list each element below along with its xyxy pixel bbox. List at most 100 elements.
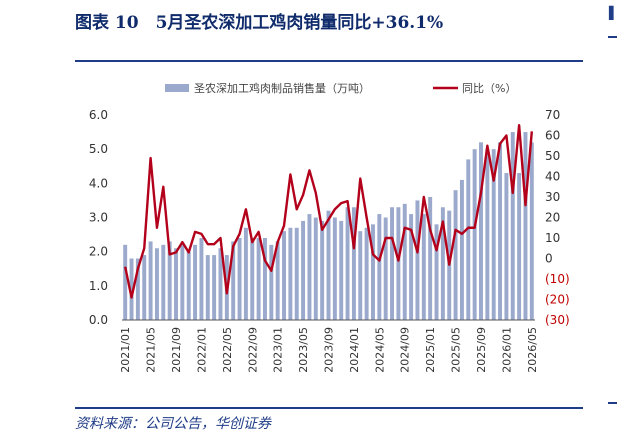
- bar: [383, 217, 388, 320]
- bar: [250, 238, 255, 320]
- bar: [510, 132, 515, 320]
- right-axis-tick-label: 20: [545, 211, 560, 225]
- left-axis-tick-label: 0.0: [89, 313, 108, 327]
- bar: [504, 173, 509, 320]
- bar-series: [123, 132, 534, 320]
- bar: [205, 255, 210, 320]
- bar: [243, 227, 248, 320]
- right-axis-tick-label: 30: [545, 190, 560, 204]
- bar: [479, 142, 483, 320]
- bar: [529, 142, 534, 320]
- bottom-rule: [75, 407, 583, 409]
- x-axis-tick-label: 2023/09: [323, 327, 336, 373]
- right-axis-tick-label: 70: [545, 108, 560, 122]
- bar: [193, 244, 198, 320]
- right-axis-tick-label: 10: [545, 231, 560, 245]
- x-axis-tick-label: 2023/01: [272, 327, 285, 373]
- left-axis-tick-label: 2.0: [89, 245, 108, 259]
- bar: [161, 244, 166, 320]
- bar: [421, 214, 426, 320]
- right-axis-tick-label: 0: [545, 252, 553, 266]
- source-note: 资料来源：公司公告，华创证券: [75, 416, 271, 432]
- bar: [262, 238, 267, 320]
- bar: [199, 238, 204, 320]
- x-axis-tick-label: 2021/01: [119, 327, 132, 373]
- bar: [523, 132, 528, 320]
- bar: [269, 244, 274, 320]
- x-axis-tick-label: 2021/09: [170, 327, 183, 373]
- bar: [440, 207, 445, 320]
- bar: [123, 244, 128, 320]
- right-axis-tick-label: (20): [545, 293, 570, 307]
- bar: [472, 149, 477, 320]
- figure-title: 图表 10 5月圣农深加工鸡肉销量同比+36.1%: [75, 13, 444, 33]
- bar: [351, 207, 356, 320]
- x-axis-tick-label: 2026/05: [526, 327, 539, 373]
- legend-bar-swatch: [165, 84, 189, 92]
- bar: [167, 241, 172, 320]
- bar: [275, 241, 280, 320]
- bar: [237, 238, 242, 320]
- x-axis-tick-label: 2024/05: [373, 327, 386, 373]
- bar: [256, 238, 261, 320]
- bar: [466, 159, 471, 320]
- x-axis-tick-label: 2023/05: [297, 327, 310, 373]
- left-axis-tick-label: 5.0: [89, 142, 108, 156]
- x-axis-tick-label: 2026/01: [500, 327, 513, 373]
- bar: [409, 214, 414, 320]
- bar: [294, 227, 299, 320]
- line-series: [124, 124, 534, 299]
- bar: [434, 224, 439, 320]
- left-axis-tick-label: 3.0: [89, 211, 108, 225]
- bar: [332, 217, 337, 320]
- bar: [320, 220, 325, 320]
- legend-bar-label: 圣农深加工鸡肉制品销售量（万吨）: [194, 81, 370, 95]
- bar: [282, 231, 286, 320]
- bar: [307, 214, 312, 320]
- right-axis-tick-label: 60: [545, 129, 560, 143]
- right-axis-tick-label: 40: [545, 170, 560, 184]
- left-axis-tick-label: 4.0: [89, 176, 108, 190]
- bar: [180, 244, 185, 320]
- bar: [326, 210, 331, 320]
- bar: [498, 142, 503, 320]
- bar: [148, 241, 153, 320]
- x-axis-tick-label: 2021/05: [145, 327, 158, 373]
- bar: [212, 255, 217, 320]
- bar: [135, 258, 140, 320]
- bar: [428, 197, 433, 320]
- x-axis-tick-label: 2025/01: [424, 327, 437, 373]
- bar: [390, 207, 395, 320]
- bar: [154, 248, 159, 320]
- x-axis-tick-label: 2024/01: [348, 327, 361, 373]
- x-axis-tick-label: 2025/05: [450, 327, 463, 373]
- side-edge-rule: [608, 36, 617, 38]
- axes: 0.0 1.0 2.0 3.0 4.0 5.0 6.0 (30) (20) (10) 0 10 20 30…: [89, 108, 570, 373]
- right-axis-tick-label: 50: [545, 149, 560, 163]
- left-axis-tick-label: 6.0: [89, 108, 108, 122]
- right-axis-tick-label: (10): [545, 272, 570, 286]
- legend-line-label: 同比（%）: [462, 82, 516, 95]
- bar: [231, 241, 236, 320]
- bar: [396, 207, 401, 320]
- bar: [218, 248, 223, 320]
- x-axis-tick-label: 2022/09: [246, 327, 259, 373]
- bar: [301, 220, 306, 320]
- side-edge-mark: ▌: [609, 6, 617, 20]
- x-axis-tick-label: 2022/05: [221, 327, 234, 373]
- bar: [453, 190, 458, 320]
- bar: [485, 149, 490, 320]
- bar: [339, 220, 344, 320]
- bar: [415, 200, 420, 320]
- bar: [186, 251, 191, 320]
- legend: 圣农深加工鸡肉制品销售量（万吨） 同比（%）: [165, 81, 516, 95]
- bar: [142, 255, 147, 320]
- bar: [371, 224, 375, 320]
- bar: [402, 203, 407, 320]
- left-axis-tick-label: 1.0: [89, 279, 108, 293]
- side-edge-rule-bottom: [608, 402, 617, 404]
- x-axis-tick-label: 2022/01: [195, 327, 208, 373]
- bar: [358, 231, 363, 320]
- bar: [345, 207, 350, 320]
